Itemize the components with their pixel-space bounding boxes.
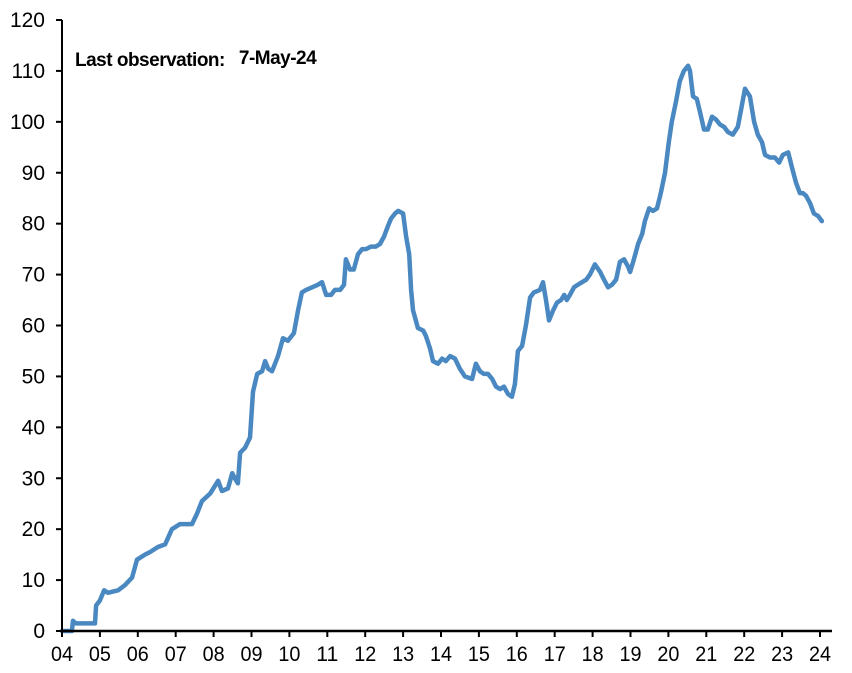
x-tick-label: 07 <box>165 643 187 666</box>
last-observation-label: Last observation: <box>75 50 225 71</box>
x-tick-label: 24 <box>809 643 831 666</box>
x-tick-label: 21 <box>695 643 717 666</box>
x-tick-label: 09 <box>241 643 263 666</box>
x-tick-label: 08 <box>203 643 225 666</box>
x-tick-label: 05 <box>89 643 111 666</box>
y-tick-label: 20 <box>22 518 45 541</box>
x-tick-label: 10 <box>278 643 300 666</box>
axes-layer: 0 10 20 30 40 50 60 70 80 90 100 110 120 04 05 06 07 08 09… <box>10 9 832 666</box>
y-tick-label: 110 <box>12 60 45 83</box>
x-tick-label: 16 <box>506 643 528 666</box>
y-tick-label: 10 <box>22 569 45 592</box>
last-observation-value: 7-May-24 <box>238 48 317 69</box>
x-tick-label: 19 <box>620 643 642 666</box>
x-tick-label: 12 <box>354 643 376 666</box>
y-tick-label: 100 <box>10 111 45 134</box>
x-tick-label: 17 <box>544 643 566 666</box>
x-tick-label: 04 <box>51 643 73 666</box>
x-tick-label: 22 <box>733 643 755 666</box>
x-tick-label: 15 <box>468 643 490 666</box>
x-tick-label: 18 <box>582 643 604 666</box>
y-tick-label: 60 <box>22 315 45 338</box>
x-tick-label: 23 <box>771 643 793 666</box>
x-tick-label: 11 <box>316 643 338 666</box>
x-tick-label: 13 <box>392 643 414 666</box>
x-tick-label: 14 <box>430 643 452 666</box>
series-layer <box>59 63 825 634</box>
last-observation-annotation: Last observation: 7-May-24 <box>75 48 317 72</box>
y-tick-label: 70 <box>22 264 45 287</box>
x-tick-label: 20 <box>657 643 679 666</box>
y-tick-label: 90 <box>22 162 45 185</box>
y-tick-label: 50 <box>22 365 45 388</box>
y-tick-label: 30 <box>22 467 45 490</box>
y-tick-label: 120 <box>10 9 45 32</box>
y-tick-label: 0 <box>33 620 45 643</box>
y-tick-label: 80 <box>22 213 45 236</box>
x-tick-label: 06 <box>127 643 149 666</box>
series-line <box>59 63 825 634</box>
y-tick-label: 40 <box>22 416 45 439</box>
